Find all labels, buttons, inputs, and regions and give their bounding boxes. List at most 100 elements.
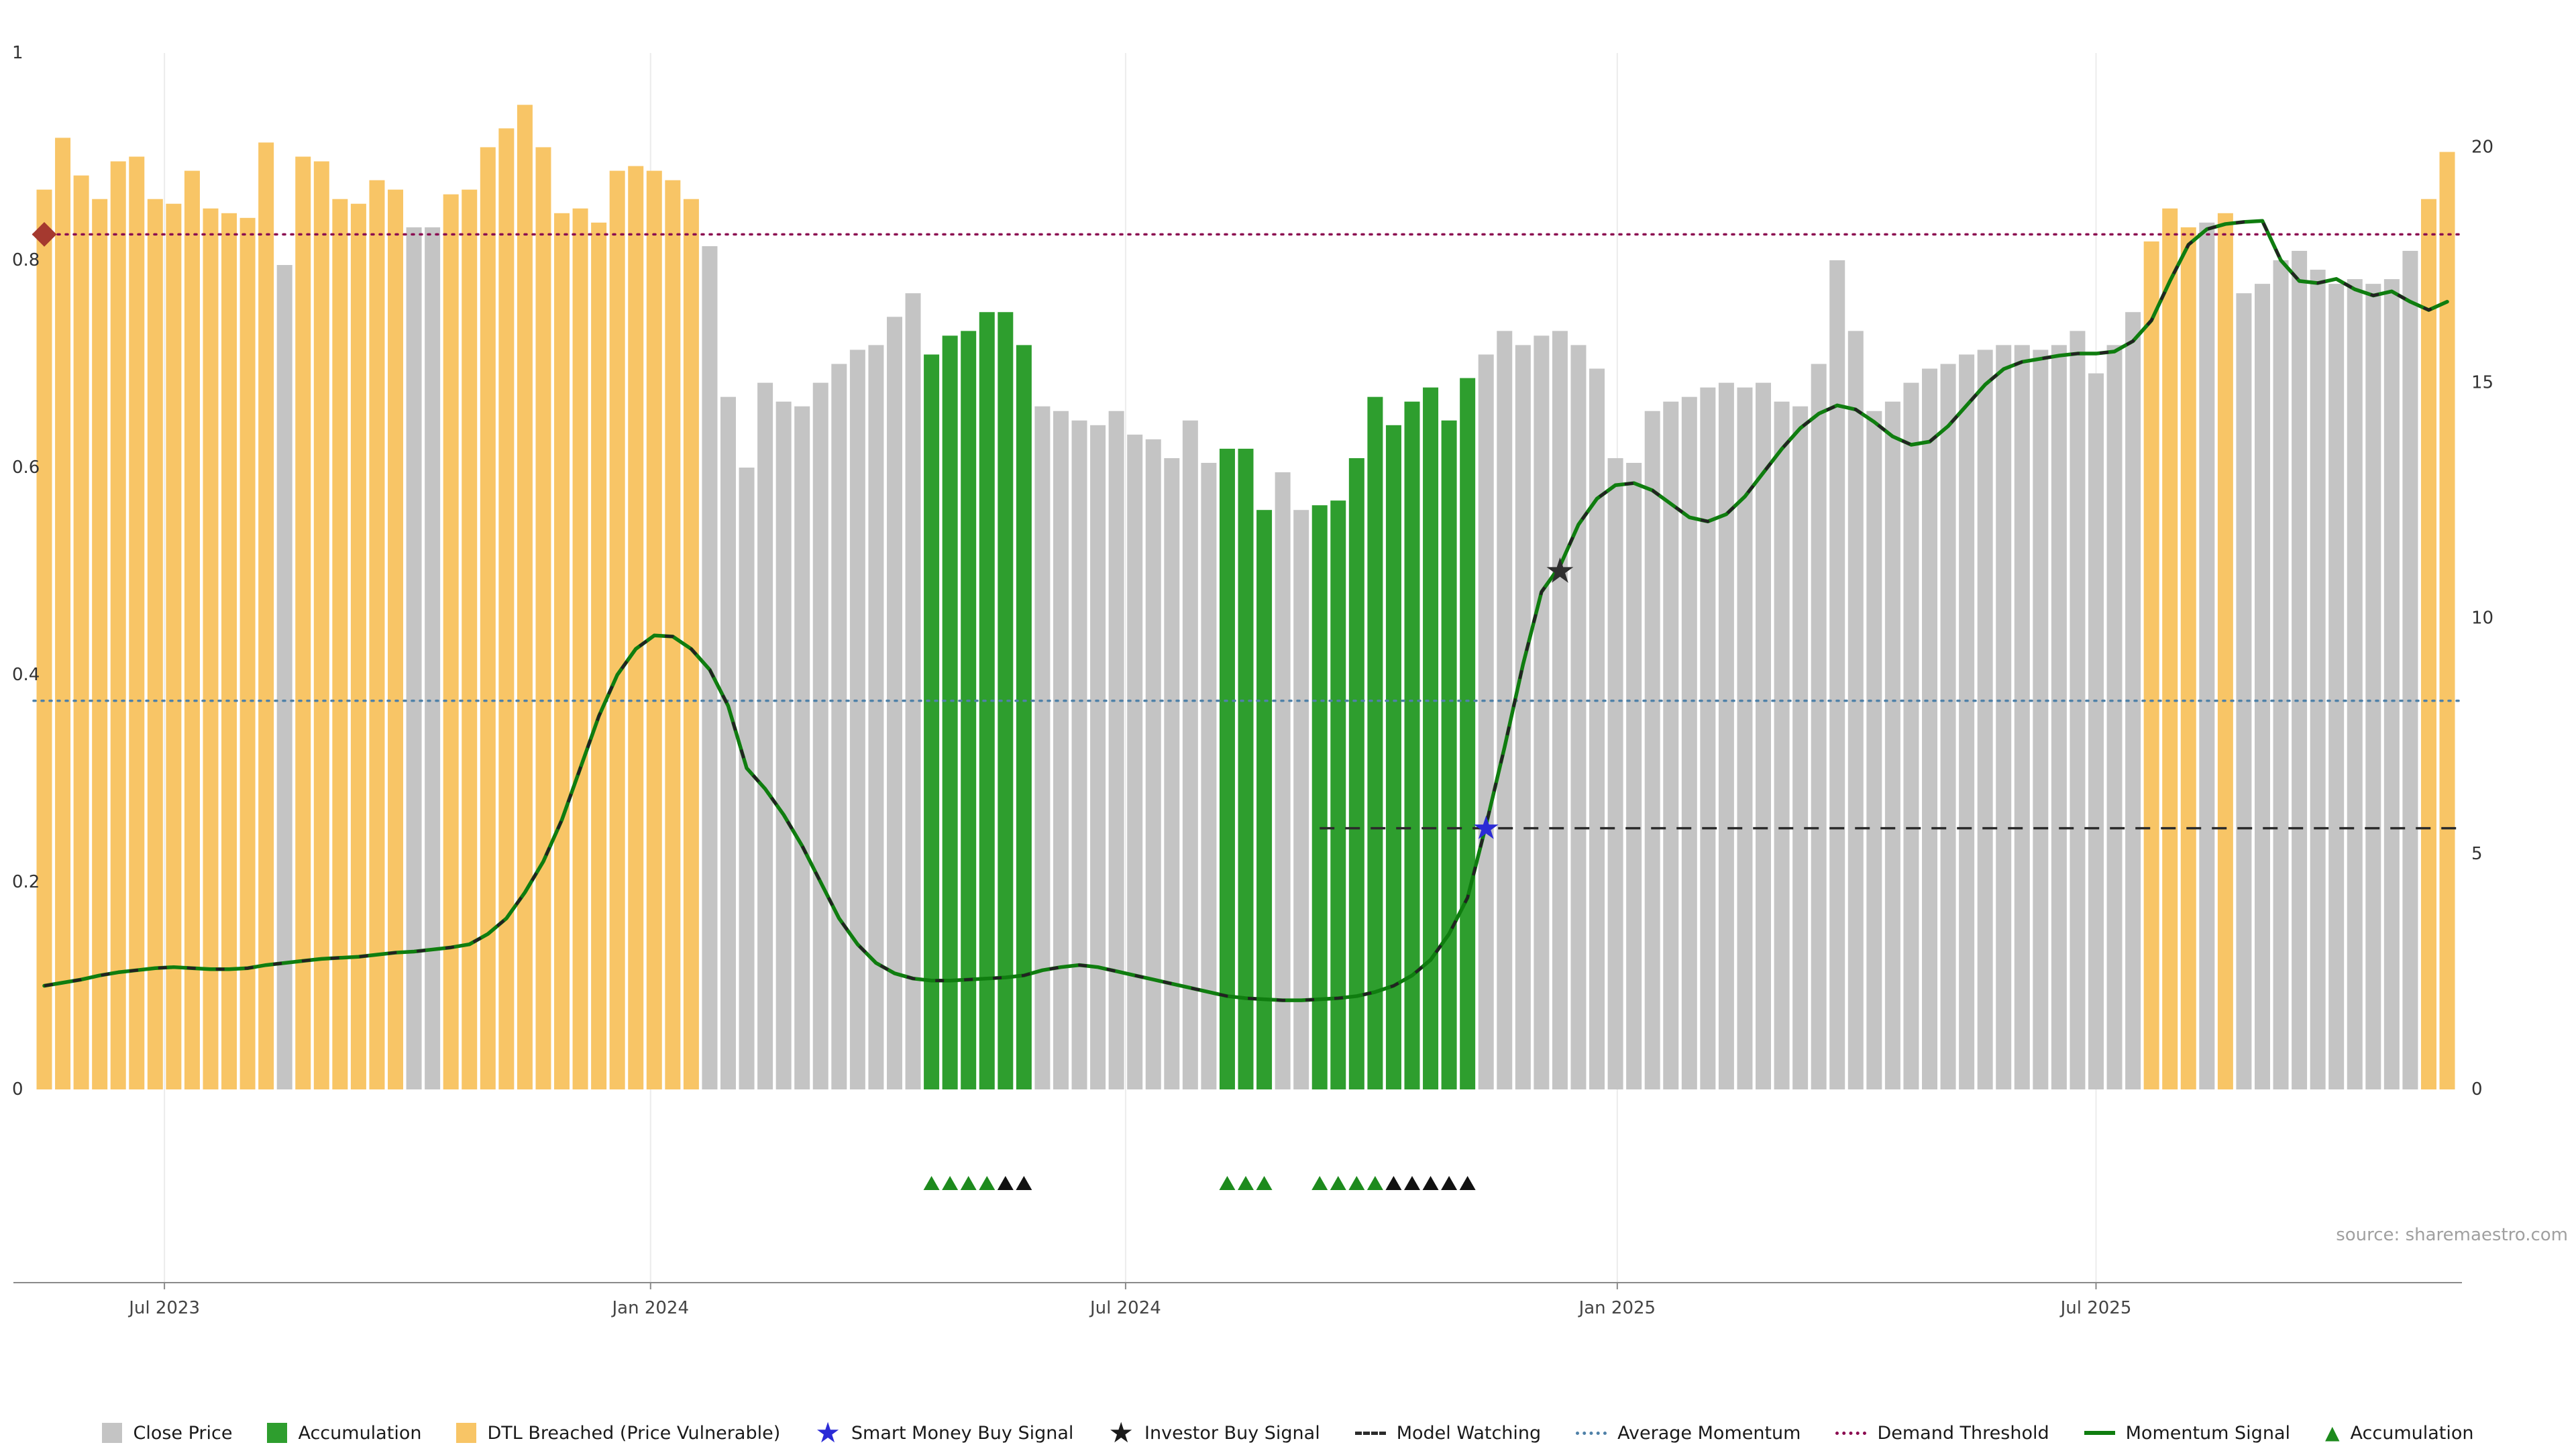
accumulation-bar xyxy=(1219,448,1235,1089)
y-right-tick-label: 5 xyxy=(2471,844,2483,864)
close-price-bar xyxy=(2033,350,2049,1089)
close-price-bar xyxy=(739,468,755,1089)
close-price-bar xyxy=(886,317,902,1090)
y-left-tick-label: 1 xyxy=(12,43,23,63)
accumulation-bar xyxy=(1441,420,1457,1089)
dtl-breached-bar xyxy=(147,199,163,1089)
close-price-bar xyxy=(2236,293,2252,1090)
close-price-bar xyxy=(276,265,292,1090)
legend-label: Smart Money Buy Signal xyxy=(851,1422,1074,1444)
close-price-bar xyxy=(1626,462,1642,1089)
close-price-bar xyxy=(775,401,792,1089)
legend-square-swatch xyxy=(456,1423,477,1443)
accumulation-triangle-marker xyxy=(942,1176,959,1190)
close-price-bar xyxy=(1497,331,1513,1089)
legend-item: DTL Breached (Price Vulnerable) xyxy=(456,1423,780,1444)
dtl-breached-bar xyxy=(184,170,200,1090)
close-price-bar xyxy=(2310,270,2326,1090)
close-price-bar xyxy=(2254,284,2270,1089)
close-price-bar xyxy=(1774,401,1790,1089)
accumulation-bar xyxy=(924,354,940,1089)
accumulation-triangle-marker xyxy=(1330,1176,1346,1190)
close-price-bar xyxy=(1552,331,1568,1089)
close-price-bar xyxy=(1589,368,1605,1089)
legend-label: Model Watching xyxy=(1396,1422,1542,1444)
close-price-bar xyxy=(1756,382,1772,1090)
close-price-bar xyxy=(1182,420,1198,1089)
dtl-breached-bar xyxy=(535,147,551,1089)
dtl-breached-bar xyxy=(646,170,662,1090)
x-tick-label: Jul 2025 xyxy=(2059,1298,2132,1318)
dtl-breached-bar xyxy=(295,156,311,1089)
dtl-breached-bar xyxy=(2420,199,2436,1089)
dtl-breached-bar xyxy=(73,175,89,1089)
dtl-breached-bar xyxy=(462,189,478,1090)
close-price-bar xyxy=(2088,373,2104,1090)
legend-dashed-line-swatch xyxy=(1354,1431,1386,1435)
y-left-tick-label: 0.8 xyxy=(12,250,40,270)
investor-buy-signal-star: ★ xyxy=(1544,551,1576,592)
close-price-bar xyxy=(2106,345,2123,1089)
accumulation-bar xyxy=(1367,396,1383,1089)
close-price-bar xyxy=(1903,382,1919,1090)
close-price-bar xyxy=(1977,350,1993,1089)
accumulation-triangle-marker xyxy=(960,1176,977,1190)
close-price-bar xyxy=(1922,368,1938,1089)
close-price-bar xyxy=(812,382,828,1090)
close-price-bar xyxy=(2199,222,2215,1090)
legend-square-swatch xyxy=(267,1423,288,1443)
dtl-breached-bar xyxy=(443,194,459,1089)
legend-label: Close Price xyxy=(133,1422,233,1444)
x-tick-label: Jan 2025 xyxy=(1578,1298,1656,1318)
accumulation-triangle-marker xyxy=(1219,1176,1236,1190)
legend-square-swatch xyxy=(102,1423,123,1443)
dtl-breached-bar xyxy=(591,222,607,1090)
y-left-tick-label: 0.4 xyxy=(12,665,40,685)
close-price-bar xyxy=(831,364,847,1089)
y-right-tick-label: 15 xyxy=(2471,373,2493,393)
accumulation-bar xyxy=(998,312,1014,1089)
legend-dotted-line-swatch xyxy=(1576,1431,1607,1435)
close-price-bar xyxy=(2292,250,2308,1089)
accumulation-triangle-marker xyxy=(979,1176,996,1190)
close-price-bar xyxy=(1811,364,1827,1089)
close-price-bar xyxy=(2347,279,2363,1089)
accumulation-bar xyxy=(1311,505,1328,1089)
close-price-bar xyxy=(905,293,921,1090)
y-left-tick-label: 0.6 xyxy=(12,458,40,478)
legend-item: ★ Investor Buy Signal xyxy=(1108,1416,1320,1449)
dtl-breached-bar xyxy=(683,199,699,1089)
legend-dotted-line-swatch xyxy=(1835,1431,1867,1435)
legend-item: Demand Threshold xyxy=(1835,1423,2049,1444)
momentum-chart: ★ ★ Jul 2023 Jan 2024 Jul 2024 Jan 2025 Jul 20… xyxy=(12,43,2493,1318)
legend-label: Momentum Signal xyxy=(2125,1422,2290,1444)
close-price-bar xyxy=(1127,434,1143,1089)
close-price-bar xyxy=(1534,335,1550,1089)
black-triangle-marker xyxy=(1403,1176,1420,1190)
price-bars xyxy=(36,105,2455,1090)
close-price-bar xyxy=(2365,284,2381,1089)
close-price-bar xyxy=(1090,425,1106,1089)
close-price-bar xyxy=(1478,354,1494,1089)
accumulation-triangle-marker xyxy=(1311,1176,1328,1190)
legend-star-icon: ★ xyxy=(1108,1416,1134,1449)
dtl-breached-bar xyxy=(480,147,496,1089)
accumulation-bar xyxy=(1404,401,1420,1089)
accumulation-bar xyxy=(1348,458,1364,1089)
close-price-bar xyxy=(2125,312,2141,1089)
close-price-bar xyxy=(1607,458,1623,1089)
chart-legend: Close Price Accumulation DTL Breached (Pri… xyxy=(0,1417,2576,1449)
accumulation-bar xyxy=(1256,510,1273,1089)
dtl-breached-bar xyxy=(2143,241,2159,1090)
dtl-breached-bar xyxy=(628,166,644,1090)
close-price-bar xyxy=(1959,354,1975,1089)
accumulation-bar xyxy=(942,335,958,1089)
dtl-breached-bar xyxy=(313,161,329,1090)
close-price-bar xyxy=(2383,279,2400,1089)
y-right-tick-label: 0 xyxy=(2471,1079,2483,1099)
close-price-bar xyxy=(1884,401,1900,1089)
legend-item: Close Price xyxy=(102,1423,232,1444)
y-left-tick-label: 0 xyxy=(12,1079,23,1099)
demand-diamond-marker xyxy=(32,221,57,247)
close-price-bar xyxy=(425,227,441,1089)
